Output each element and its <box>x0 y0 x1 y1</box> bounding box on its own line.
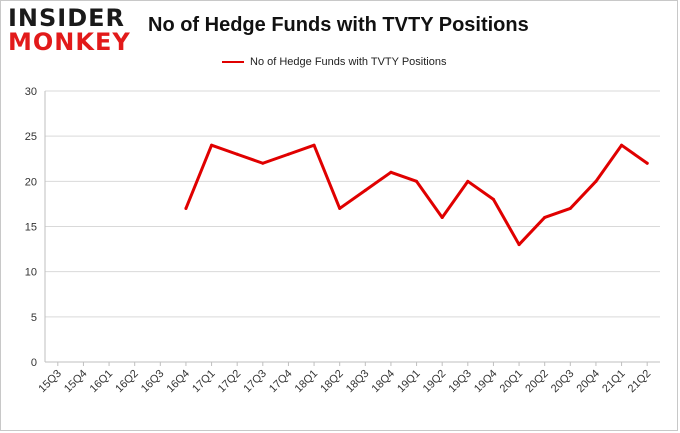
legend-swatch <box>222 61 244 63</box>
data-point-18Q1 <box>312 143 316 147</box>
x-tick-label: 20Q4 <box>575 368 603 396</box>
y-tick-label: 0 <box>31 357 37 369</box>
y-tick-label: 20 <box>25 176 37 188</box>
x-tick-label: 19Q2 <box>421 368 449 396</box>
data-point-17Q2 <box>235 152 239 156</box>
data-point-18Q2 <box>338 206 342 210</box>
data-point-17Q4 <box>286 152 290 156</box>
chart-title: No of Hedge Funds with TVTY Positions <box>148 14 529 36</box>
x-tick-label: 16Q3 <box>139 368 167 396</box>
chart-legend: No of Hedge Funds with TVTY Positions <box>222 56 446 68</box>
data-point-17Q1 <box>210 143 214 147</box>
logo-line-1: INSIDER <box>8 4 126 32</box>
x-tick-label: 18Q2 <box>318 368 346 396</box>
x-tick-label: 17Q2 <box>216 368 244 396</box>
x-tick-label: 19Q4 <box>472 368 500 396</box>
data-point-16Q4 <box>184 206 188 210</box>
legend-label: No of Hedge Funds with TVTY Positions <box>250 56 447 68</box>
y-tick-label: 25 <box>25 131 37 143</box>
x-tick-label: 18Q1 <box>293 368 321 396</box>
data-point-21Q2 <box>645 161 649 165</box>
x-tick-label: 20Q1 <box>498 368 526 396</box>
x-tick-label: 21Q2 <box>626 368 654 396</box>
x-tick-label: 15Q4 <box>62 368 90 396</box>
data-point-17Q3 <box>261 161 265 165</box>
data-point-20Q3 <box>568 206 572 210</box>
x-tick-label: 18Q4 <box>370 368 398 396</box>
data-point-18Q3 <box>363 188 367 192</box>
x-tick-label: 17Q1 <box>190 368 218 396</box>
y-tick-label: 5 <box>31 312 37 324</box>
data-point-21Q1 <box>620 143 624 147</box>
x-tick-label: 21Q1 <box>600 368 628 396</box>
x-tick-label: 17Q4 <box>267 368 295 396</box>
data-point-20Q4 <box>594 179 598 183</box>
data-point-20Q1 <box>517 243 521 247</box>
data-point-19Q3 <box>466 179 470 183</box>
x-tick-label: 19Q1 <box>395 368 423 396</box>
x-tick-label: 16Q1 <box>88 368 116 396</box>
y-tick-label: 15 <box>25 222 37 234</box>
x-tick-label: 17Q3 <box>241 368 269 396</box>
x-tick-label: 19Q3 <box>446 368 474 396</box>
x-tick-label: 15Q3 <box>36 368 64 396</box>
y-tick-label: 30 <box>25 86 37 98</box>
data-point-19Q4 <box>491 197 495 201</box>
y-tick-label: 10 <box>25 267 37 279</box>
insider-monkey-logo: INSIDER MONKEY <box>8 6 131 54</box>
x-tick-label: 20Q3 <box>549 368 577 396</box>
series-line <box>184 143 649 247</box>
data-point-19Q2 <box>440 215 444 219</box>
data-point-19Q1 <box>415 179 419 183</box>
x-tick-label: 20Q2 <box>523 368 551 396</box>
logo-line-2: MONKEY <box>8 28 131 56</box>
x-tick-label: 18Q3 <box>344 368 372 396</box>
data-point-20Q2 <box>543 215 547 219</box>
data-point-18Q4 <box>389 170 393 174</box>
x-tick-label: 16Q2 <box>113 368 141 396</box>
x-tick-label: 16Q4 <box>165 368 193 396</box>
